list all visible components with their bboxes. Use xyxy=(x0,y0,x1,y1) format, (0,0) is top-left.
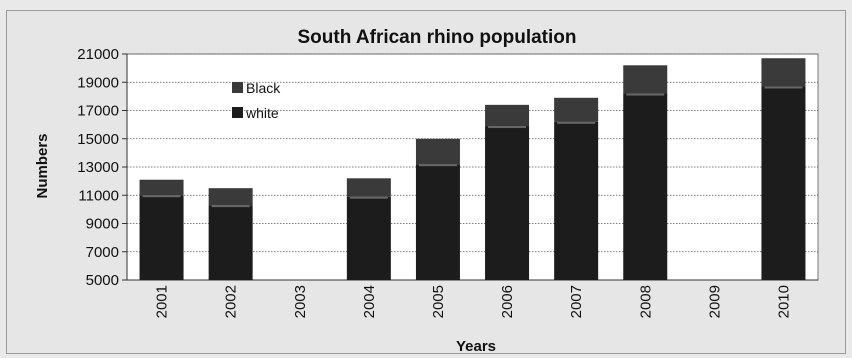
bar-black xyxy=(623,65,668,94)
x-tick-label: 2004 xyxy=(361,285,378,318)
y-tick-label: 11000 xyxy=(78,187,119,204)
bar-white xyxy=(208,205,253,280)
y-tick-label: 13000 xyxy=(77,159,119,176)
bar-black xyxy=(139,179,184,196)
bar-white xyxy=(485,126,530,280)
x-tick-label: 2003 xyxy=(292,285,309,318)
bar-black xyxy=(761,58,806,87)
x-tick-label: 2006 xyxy=(499,285,516,318)
x-tick-label: 2007 xyxy=(568,285,585,318)
legend-label: Black xyxy=(246,80,281,96)
bar-black xyxy=(346,178,391,197)
y-tick-label: 21000 xyxy=(77,46,119,63)
x-axis-title: Years xyxy=(456,338,496,355)
bar-white xyxy=(761,86,806,280)
y-tick-label: 17000 xyxy=(77,103,119,120)
x-tick-label: 2010 xyxy=(775,285,792,318)
x-tick-label: 2009 xyxy=(706,285,723,318)
chart-title: South African rhino population xyxy=(298,27,577,48)
y-tick-label: 15000 xyxy=(77,131,119,148)
x-tick-label: 2001 xyxy=(154,285,171,318)
bar-black xyxy=(554,97,599,122)
x-tick-label: 2002 xyxy=(223,285,240,318)
y-tick-label: 7000 xyxy=(86,244,119,261)
bar-white xyxy=(415,164,460,280)
legend-label: white xyxy=(245,105,279,121)
bar-black xyxy=(208,188,253,206)
bar-black xyxy=(485,104,530,127)
bar-white xyxy=(554,121,599,280)
legend-swatch xyxy=(232,82,243,93)
y-tick-label: 5000 xyxy=(86,272,119,289)
x-tick-label: 2005 xyxy=(430,285,447,318)
bar-white xyxy=(346,196,391,280)
legend-swatch xyxy=(232,107,243,118)
y-tick-label: 9000 xyxy=(86,216,119,233)
x-tick-label: 2008 xyxy=(637,285,654,318)
bar-white xyxy=(623,93,668,280)
bar-white xyxy=(139,195,184,280)
y-axis-title: Numbers xyxy=(34,133,51,198)
y-tick-label: 19000 xyxy=(77,74,119,91)
bar-white-highlight xyxy=(488,124,527,129)
bar-black xyxy=(415,138,460,165)
